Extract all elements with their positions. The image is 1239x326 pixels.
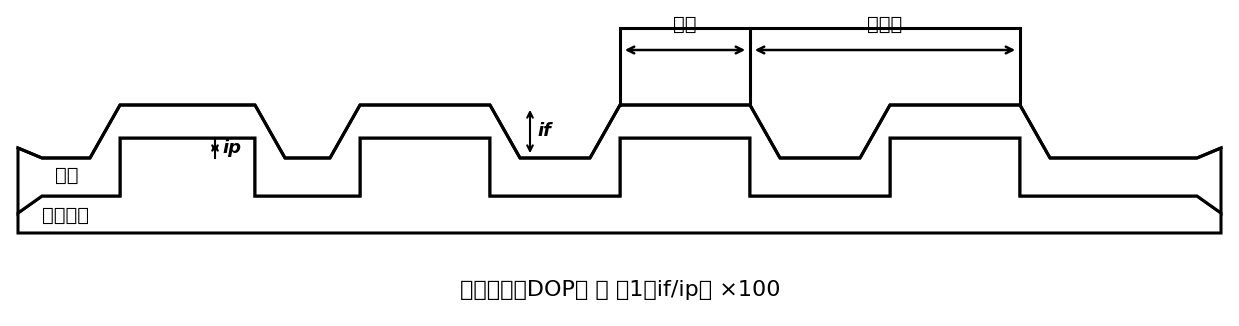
- Text: ip: ip: [222, 139, 242, 157]
- Polygon shape: [19, 138, 1220, 233]
- Text: 级差基板: 级差基板: [42, 205, 89, 225]
- Text: 涂膜: 涂膜: [55, 166, 78, 185]
- Text: 线间距: 线间距: [867, 15, 903, 34]
- Text: 平坦化率（DOP） ＝ （1－if/ip） ×100: 平坦化率（DOP） ＝ （1－if/ip） ×100: [460, 280, 781, 300]
- Text: if: if: [536, 123, 551, 141]
- Text: 线宽: 线宽: [673, 15, 696, 34]
- Polygon shape: [19, 105, 1220, 213]
